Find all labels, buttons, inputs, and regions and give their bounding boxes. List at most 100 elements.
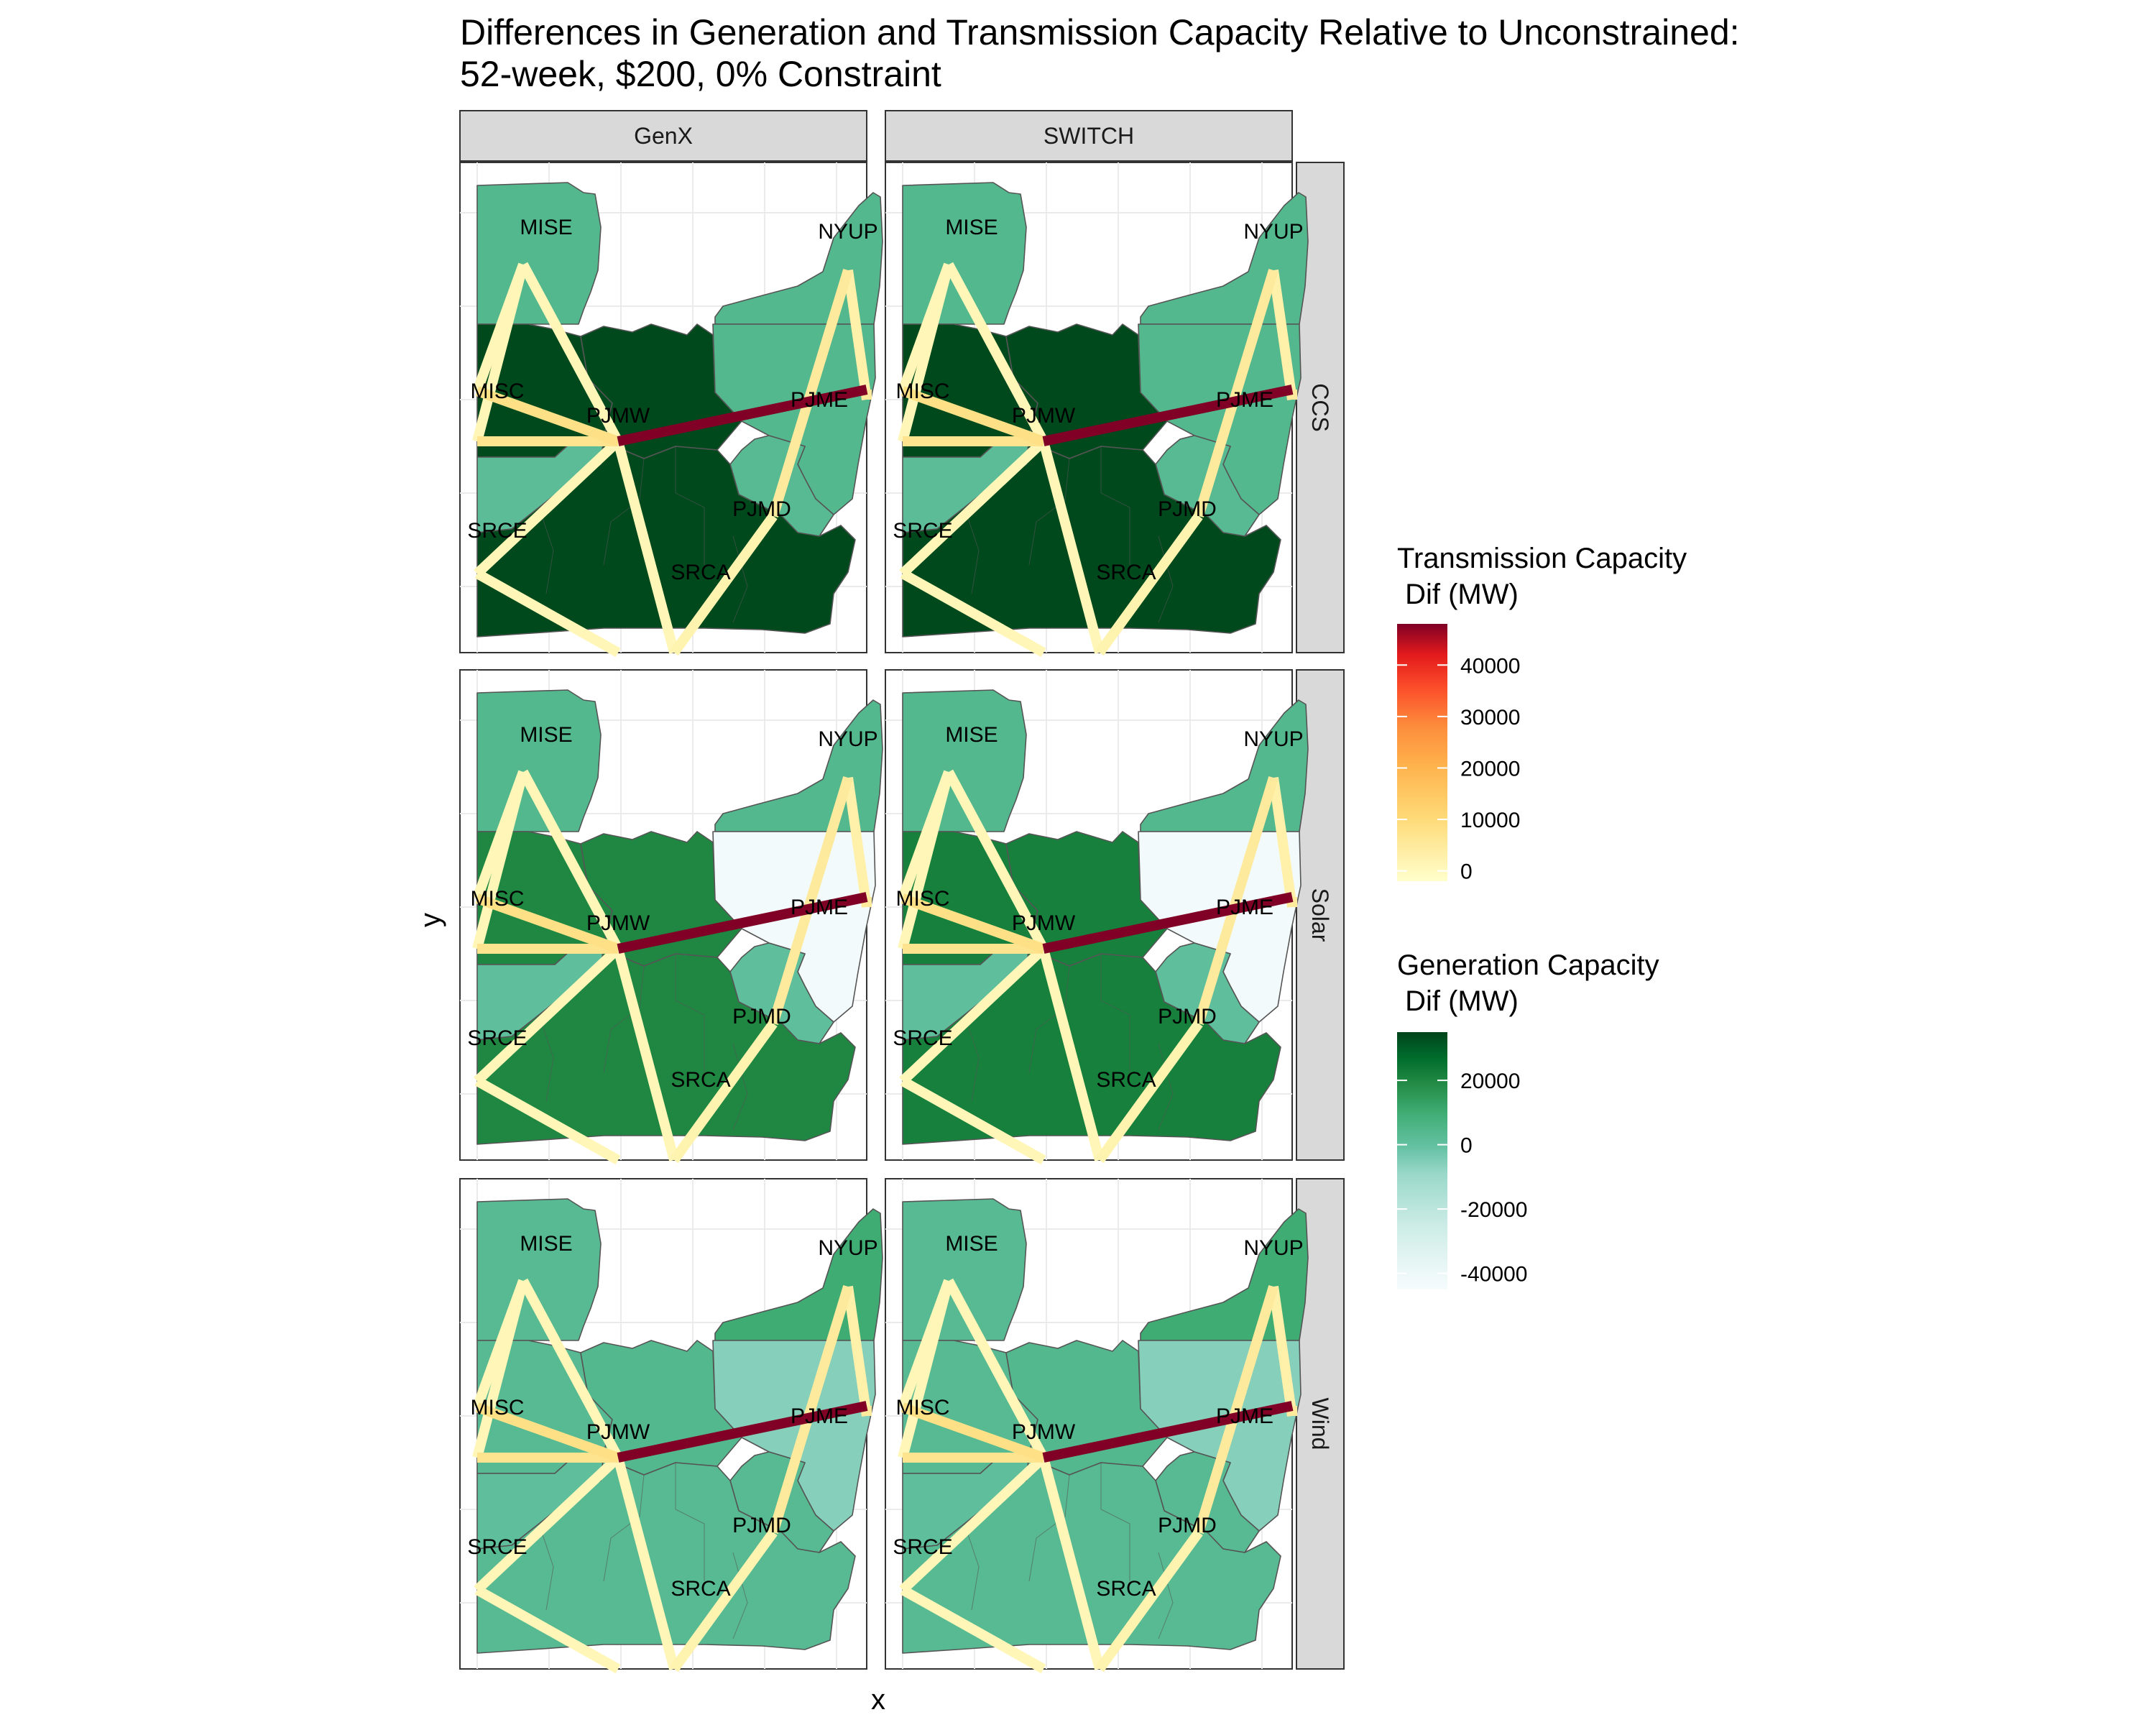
zone-label-nyup: NYUP [1243,220,1303,244]
transmission-line-nyup-east [1268,776,1297,908]
transmission-line-pjmd-nyup [1194,776,1279,1026]
zone-mise [476,689,602,832]
transmission-line-pjmw-misc [475,893,620,954]
zone-label-nyup: NYUP [818,1236,877,1260]
zone-label-misc: MISC [896,380,950,403]
transmission-legend: Transmission Capacity Dif (MW) 40000 3000… [1397,543,1687,884]
transmission-line-pjmw-misc [475,1402,620,1463]
zone-label-pjmd: PJMD [1158,1005,1217,1029]
generation-legend-title-line-1: Generation Capacity [1397,949,1659,981]
zone-mise [902,182,1027,325]
x-axis-title: x [871,1684,885,1716]
transmission-colorbar [1397,624,1447,881]
zone-label-pjme: PJME [1216,896,1273,919]
transmission-line-pjmw-srce [899,1453,1047,1594]
transmission-line-mise-misc [472,1279,528,1409]
zone-label-misc: MISC [896,887,950,911]
transmission-line-srce-south [900,1076,1046,1165]
transmission-line-mise-misc [472,770,528,901]
zone-mise [476,182,602,325]
zone-label-srca: SRCA [671,561,730,584]
zone-label-pjmd: PJMD [1158,497,1217,521]
transmission-line-pjmw-misc [475,386,620,446]
zone-label-nyup: NYUP [818,220,877,244]
facet-strip-label-solar: Solar [1307,888,1333,942]
zone-label-pjmd: PJMD [732,1005,791,1029]
y-axis-title: y [415,913,446,927]
zone-label-pjme: PJME [791,388,848,412]
transmission-line-pjmw-srca [1038,1456,1105,1670]
zone-label-pjmw: PJMW [1012,404,1076,428]
transmission-line-pjmw-srce [899,944,1047,1085]
transmission-line-pjmd-srca [1095,1529,1203,1673]
transmission-line-srce-south [900,569,1046,658]
transmission-line-srce-south [474,569,621,658]
legend-tick-label: 20000 [1460,1070,1520,1093]
transmission-line-srce-south [474,1585,621,1674]
transmission-line-pjmw-pjme [1042,1401,1294,1463]
transmission-line-pjmw-pjme [617,892,868,954]
panel-wind-genx: MISE NYUP MISC PJMW PJME SRCE PJMD SRCA [459,1178,883,1674]
transmission-line-pjmw-srca [1038,440,1105,654]
legend-tick-label: 30000 [1460,706,1520,730]
zone-label-pjme: PJME [1216,388,1273,412]
zone-label-mise: MISE [945,216,998,239]
facet-strip-label-wind: Wind [1307,1398,1333,1450]
facet-strip-genx [459,110,867,162]
zone-label-srca: SRCA [1096,1577,1156,1601]
facet-strip-switch [885,110,1293,162]
transmission-line-pjmd-nyup [1194,1284,1279,1535]
transmission-line-pjmw-mise [518,262,623,444]
zone-label-srca: SRCA [671,1068,730,1092]
zone-label-srce: SRCE [893,1026,952,1050]
zone-label-misc: MISC [896,1396,950,1420]
county-borders [538,446,748,623]
transmission-line-srce-south [474,1076,621,1165]
zone-label-mise: MISE [945,1232,998,1256]
panel-wind-switch: MISE NYUP MISC PJMW PJME SRCE PJMD SRCA [885,1178,1309,1674]
zone-label-pjmw: PJMW [586,1420,650,1444]
transmission-line-nyup-east [843,776,872,908]
transmission-line-pjmw-pjme [1042,892,1294,954]
map-layer [476,1198,883,1654]
zone-label-pjmw: PJMW [586,911,650,935]
transmission-line-mise-misc [898,1279,954,1409]
legend-tick-label: 40000 [1460,654,1520,678]
transmission-line-pjmw-mise [944,769,1049,952]
transmission-line-pjmd-nyup [1194,268,1279,518]
transmission-line-pjmw-pjme [617,1401,868,1463]
transmission-legend-title-line-1: Transmission Capacity [1397,543,1687,574]
transmission-line-mise-misc [472,262,528,393]
transmission-line-pjmd-srca [670,512,778,656]
panel-solar-genx: MISE NYUP MISC PJMW PJME SRCE PJMD SRCA [459,669,883,1165]
legend-tick-label: 0 [1460,1134,1473,1158]
transmission-line-pjmw-srca [1038,947,1105,1162]
zone-label-nyup: NYUP [818,727,877,751]
transmission-line-pjmd-srca [670,1020,778,1164]
zone-label-mise: MISE [945,723,998,747]
zone-label-pjmd: PJMD [732,497,791,521]
county-borders [964,1463,1174,1639]
zone-label-srce: SRCE [467,1535,527,1559]
legend-tick-label: -40000 [1460,1263,1527,1287]
transmission-line-pjmw-srce [899,437,1047,578]
zone-label-pjme: PJME [791,1404,848,1428]
transmission-line-pjmw-srca [613,947,679,1162]
zone-label-pjmd: PJMD [1158,1514,1217,1537]
transmission-line-srce-south [900,1585,1046,1674]
zone-label-misc: MISC [471,380,525,403]
transmission-line-pjmw-srca [613,1456,679,1670]
zone-label-misc: MISC [471,887,525,911]
zone-label-srca: SRCA [1096,561,1156,584]
zone-label-mise: MISE [520,1232,572,1256]
facet-strip-label-ccs: CCS [1307,383,1333,432]
transmission-line-nyup-east [843,269,872,401]
county-borders [538,954,748,1131]
county-borders [538,1463,748,1639]
facet-strip-label-genx: GenX [634,123,693,149]
transmission-line-nyup-east [1268,269,1297,401]
zone-label-mise: MISE [520,216,572,239]
zone-label-pjmd: PJMD [732,1514,791,1537]
transmission-line-pjmw-mise [518,769,623,952]
facet-strip-label-switch: SWITCH [1044,123,1134,149]
